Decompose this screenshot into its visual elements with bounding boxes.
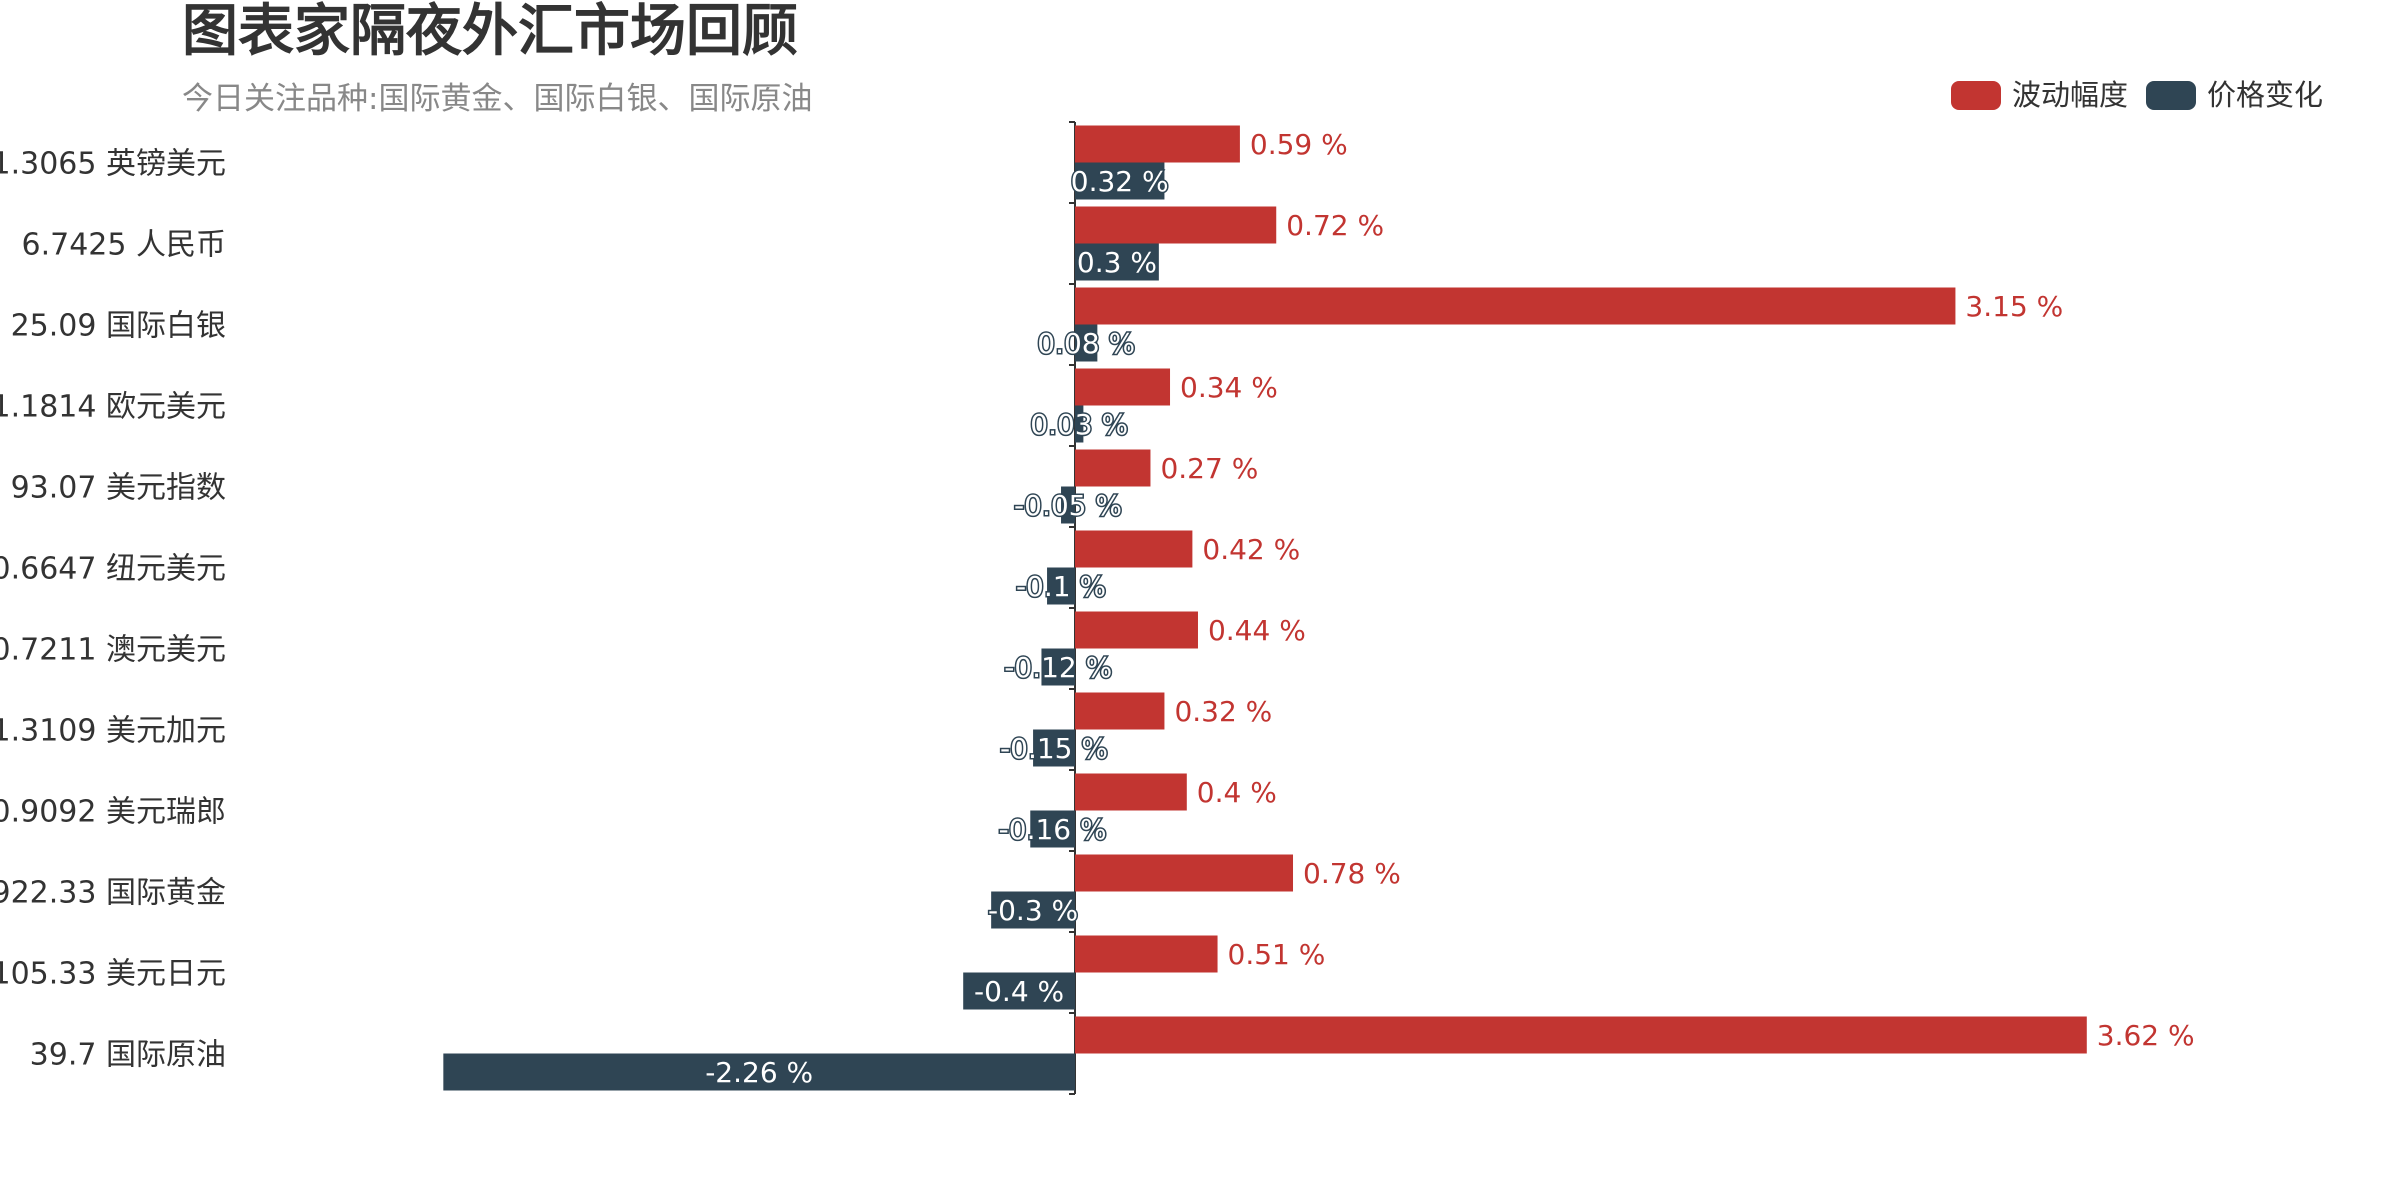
bar-volatility: [1075, 449, 1151, 487]
bar-price-change: [963, 972, 1075, 1010]
category-label: 6.7425 人民币: [21, 228, 226, 263]
data-label-price-change: -0.3 %: [988, 894, 1078, 927]
category-label: 1.3109 美元加元: [0, 714, 226, 749]
bar-price-change: [991, 891, 1075, 929]
data-label-price-change: 0.32 %: [1071, 165, 1169, 198]
data-label-price-change: 0.08 %: [1037, 327, 1135, 360]
chart-title: 图表家隔夜外汇市场回顾: [182, 0, 798, 64]
data-label-volatility: 0.51 %: [1228, 938, 1326, 971]
category-label: 39.7 国际原油: [30, 1038, 226, 1073]
bars: [443, 125, 2087, 1091]
legend-swatch[interactable]: [2146, 81, 2196, 110]
data-label-price-change: -0.12 %: [1004, 651, 1112, 684]
data-label-volatility: 3.15 %: [1965, 290, 2063, 323]
bar-volatility: [1075, 854, 1294, 892]
data-labels: 0.59 % 0.32 % 0.72 % 0.3 % 3.15 % 0.08 % 0.34 …: [704, 128, 2195, 1091]
data-label-price-change: -0.05 %: [1014, 489, 1122, 522]
data-label-volatility: 0.42 %: [1202, 533, 1300, 566]
bar-price-change: [1030, 810, 1075, 848]
data-label-price-change: -2.26 %: [705, 1056, 813, 1089]
bar-volatility: [1075, 692, 1165, 730]
bar-volatility: [1075, 206, 1277, 244]
data-label-price-change: -0.16 %: [999, 813, 1107, 846]
data-label-price-change: -0.1 %: [1016, 570, 1106, 603]
bar-price-change: [443, 1053, 1076, 1091]
bar-volatility: [1075, 530, 1193, 568]
bar-volatility: [1075, 773, 1187, 811]
data-label-volatility: 3.62 %: [2097, 1019, 2195, 1052]
category-label: 0.7211 澳元美元: [0, 633, 226, 668]
data-label-price-change: 0.3 %: [1077, 246, 1157, 279]
bar-volatility: [1075, 287, 1956, 325]
data-label-volatility: 0.4 %: [1197, 776, 1277, 809]
chart-subtitle: 今日关注品种:国际黄金、国际白银、国际原油: [182, 81, 812, 117]
data-label-volatility: 0.72 %: [1286, 209, 1384, 242]
legend-label[interactable]: 价格变化: [2207, 78, 2323, 112]
bar-price-change: [1075, 324, 1098, 362]
category-labels: 1.3065 英镑美元 6.7425 人民币 25.09 国际白银 1.1814 欧元…: [0, 147, 226, 1073]
data-label-price-change: -0.4 %: [974, 975, 1064, 1008]
bar-price-change: [1075, 405, 1084, 443]
data-label-volatility: 0.78 %: [1303, 857, 1401, 890]
data-label-volatility: 0.34 %: [1180, 371, 1278, 404]
category-label: 0.9092 美元瑞郎: [0, 795, 226, 830]
bar-price-change: [1033, 729, 1075, 767]
bar-price-change: [1047, 567, 1075, 605]
category-label: 25.09 国际白银: [11, 309, 226, 344]
category-label: 1.3065 英镑美元: [0, 147, 226, 182]
data-label-volatility: 0.44 %: [1208, 614, 1306, 647]
bar-volatility: [1075, 1016, 2087, 1054]
bar-price-change: [1041, 648, 1075, 686]
category-label: 1922.33 国际黄金: [0, 876, 226, 911]
bar-price-change: [1075, 162, 1165, 200]
bar-volatility: [1075, 125, 1240, 163]
bar-volatility: [1075, 935, 1218, 973]
y-axis: [1069, 121, 1076, 1095]
legend-swatch[interactable]: [1951, 81, 2001, 110]
data-label-volatility: 0.59 %: [1250, 128, 1348, 161]
category-label: 1.1814 欧元美元: [0, 390, 226, 425]
bar-price-change: [1075, 243, 1159, 281]
legend-label[interactable]: 波动幅度: [2012, 78, 2128, 112]
bar-volatility: [1075, 611, 1198, 649]
data-label-volatility: 0.27 %: [1160, 452, 1258, 485]
legend: 波动幅度 价格变化: [1951, 78, 2323, 112]
data-label-price-change: 0.03 %: [1030, 408, 1128, 441]
bar-price-change: [1061, 486, 1075, 524]
bar-volatility: [1075, 368, 1171, 406]
data-label-price-change: -0.15 %: [1000, 732, 1108, 765]
category-label: 0.6647 纽元美元: [0, 552, 226, 587]
data-label-volatility: 0.32 %: [1174, 695, 1272, 728]
category-label: 93.07 美元指数: [11, 471, 226, 506]
category-label: 105.33 美元日元: [0, 957, 226, 992]
